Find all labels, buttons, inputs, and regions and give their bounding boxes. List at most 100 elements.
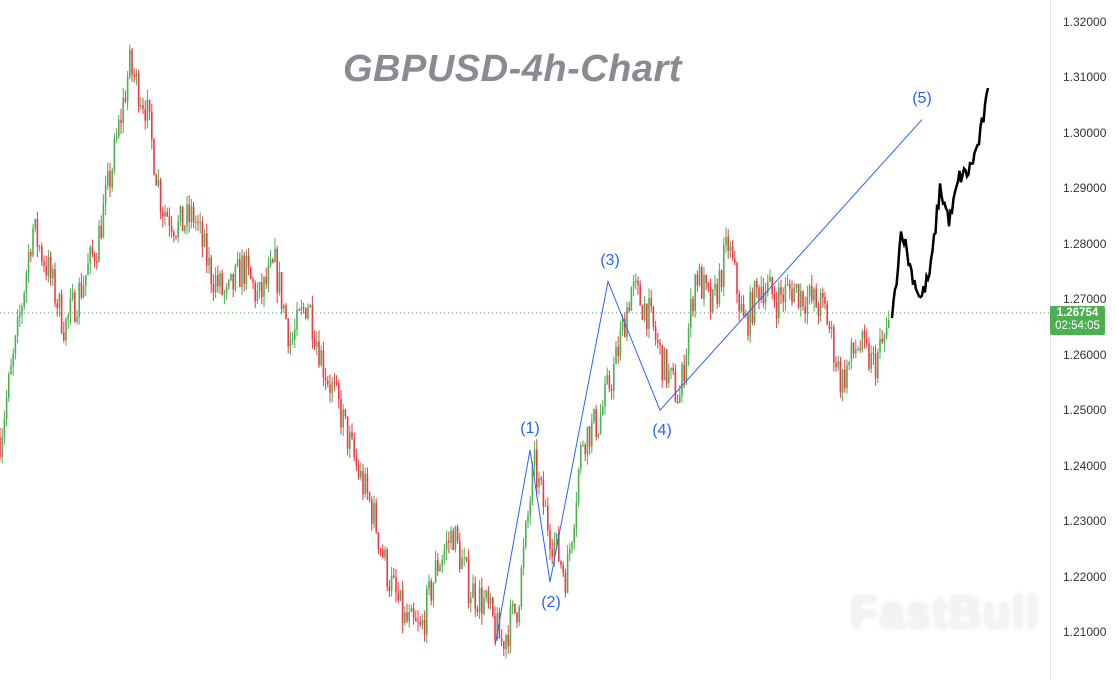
candle-body xyxy=(454,526,457,550)
candle-body xyxy=(698,267,701,286)
candle-body xyxy=(294,329,296,340)
candle-body xyxy=(485,590,487,599)
candle-body xyxy=(353,437,355,458)
candle-body xyxy=(278,272,281,293)
candle-body xyxy=(874,354,877,379)
candle-body xyxy=(786,283,789,286)
candle-body xyxy=(47,257,50,276)
candle-body xyxy=(118,119,120,137)
candle-body xyxy=(120,119,122,123)
y-tick-label: 1.30000 xyxy=(1063,125,1107,140)
y-tick-label: 1.25000 xyxy=(1063,403,1107,418)
candle-body xyxy=(102,204,105,238)
candle-body xyxy=(533,449,536,466)
candle-body xyxy=(824,296,826,304)
candle-body xyxy=(742,303,745,317)
candle-body xyxy=(313,338,316,347)
candle-body xyxy=(815,288,817,308)
candle-body xyxy=(217,275,219,287)
candle-body xyxy=(562,565,564,573)
candle-body xyxy=(280,272,283,309)
candle-body xyxy=(197,221,199,223)
candle-body xyxy=(437,559,439,572)
candle-body xyxy=(551,549,553,557)
candle-body xyxy=(703,274,705,299)
candle-body xyxy=(91,247,94,255)
candle-body xyxy=(610,389,613,391)
candle-body xyxy=(252,278,254,283)
candle-body xyxy=(841,369,844,393)
candle-body xyxy=(668,370,670,384)
candle-body xyxy=(243,255,245,284)
candle-body xyxy=(474,583,476,609)
candle-body xyxy=(89,247,91,264)
candle-body xyxy=(635,280,637,282)
candle-body xyxy=(769,277,771,282)
candle-body xyxy=(624,318,626,338)
candle-body xyxy=(412,608,415,618)
candle-body xyxy=(390,575,393,591)
candle-body xyxy=(599,414,602,434)
candle-body xyxy=(718,270,721,304)
candle-body xyxy=(142,105,144,110)
candle-body xyxy=(833,326,835,363)
candle-body xyxy=(276,248,278,293)
candle-body xyxy=(355,457,358,466)
candle-body xyxy=(870,352,872,369)
candle-body xyxy=(199,221,201,223)
candle-body xyxy=(476,608,479,612)
candle-body xyxy=(265,276,267,285)
candle-body xyxy=(553,541,556,557)
candle-body xyxy=(366,473,369,493)
candle-body xyxy=(309,305,311,308)
candle-body xyxy=(230,273,232,280)
candle-body xyxy=(736,262,738,295)
candle-body xyxy=(5,397,8,419)
candle-body xyxy=(285,305,287,320)
candle-body xyxy=(595,409,597,437)
candle-body xyxy=(643,303,646,320)
candle-body xyxy=(639,284,641,306)
candle-body xyxy=(676,401,679,403)
candle-body xyxy=(133,74,135,77)
candle-body xyxy=(184,225,186,232)
candle-body xyxy=(111,170,113,188)
candle-body xyxy=(705,274,707,284)
candle-body xyxy=(426,588,428,635)
candle-body xyxy=(819,293,822,317)
candle-body xyxy=(329,384,331,393)
candle-body xyxy=(617,346,619,357)
candle-body xyxy=(434,559,437,583)
candle-body xyxy=(82,285,85,297)
candle-body xyxy=(536,449,538,488)
candle-body xyxy=(778,287,780,318)
current-price-tag: 1.26754 02:54:05 xyxy=(1050,306,1105,335)
y-tick-label: 1.29000 xyxy=(1063,181,1107,196)
candle-body xyxy=(767,281,769,293)
candle-body xyxy=(296,309,298,330)
watermark-logo: FastBull xyxy=(850,586,1040,638)
candle-body xyxy=(223,292,226,295)
candle-body xyxy=(333,382,336,384)
candle-body xyxy=(784,285,787,302)
candle-body xyxy=(531,465,534,502)
candle-body xyxy=(637,280,639,285)
candle-body xyxy=(115,136,118,140)
candle-body xyxy=(362,470,364,495)
candle-body xyxy=(122,97,124,123)
candle-body xyxy=(76,316,78,322)
candle-body xyxy=(690,298,692,328)
candle-body xyxy=(87,263,89,276)
candle-body xyxy=(23,292,25,307)
candle-body xyxy=(881,339,883,343)
candle-body xyxy=(549,530,551,550)
candle-body xyxy=(245,255,248,284)
candle-body xyxy=(368,492,371,501)
y-tick-label: 1.32000 xyxy=(1063,15,1107,29)
candle-body xyxy=(641,305,644,320)
candle-body xyxy=(652,306,655,327)
price-chart[interactable] xyxy=(0,0,1050,680)
candle-body xyxy=(443,549,446,560)
candle-body xyxy=(855,350,857,354)
candle-body xyxy=(657,339,659,343)
